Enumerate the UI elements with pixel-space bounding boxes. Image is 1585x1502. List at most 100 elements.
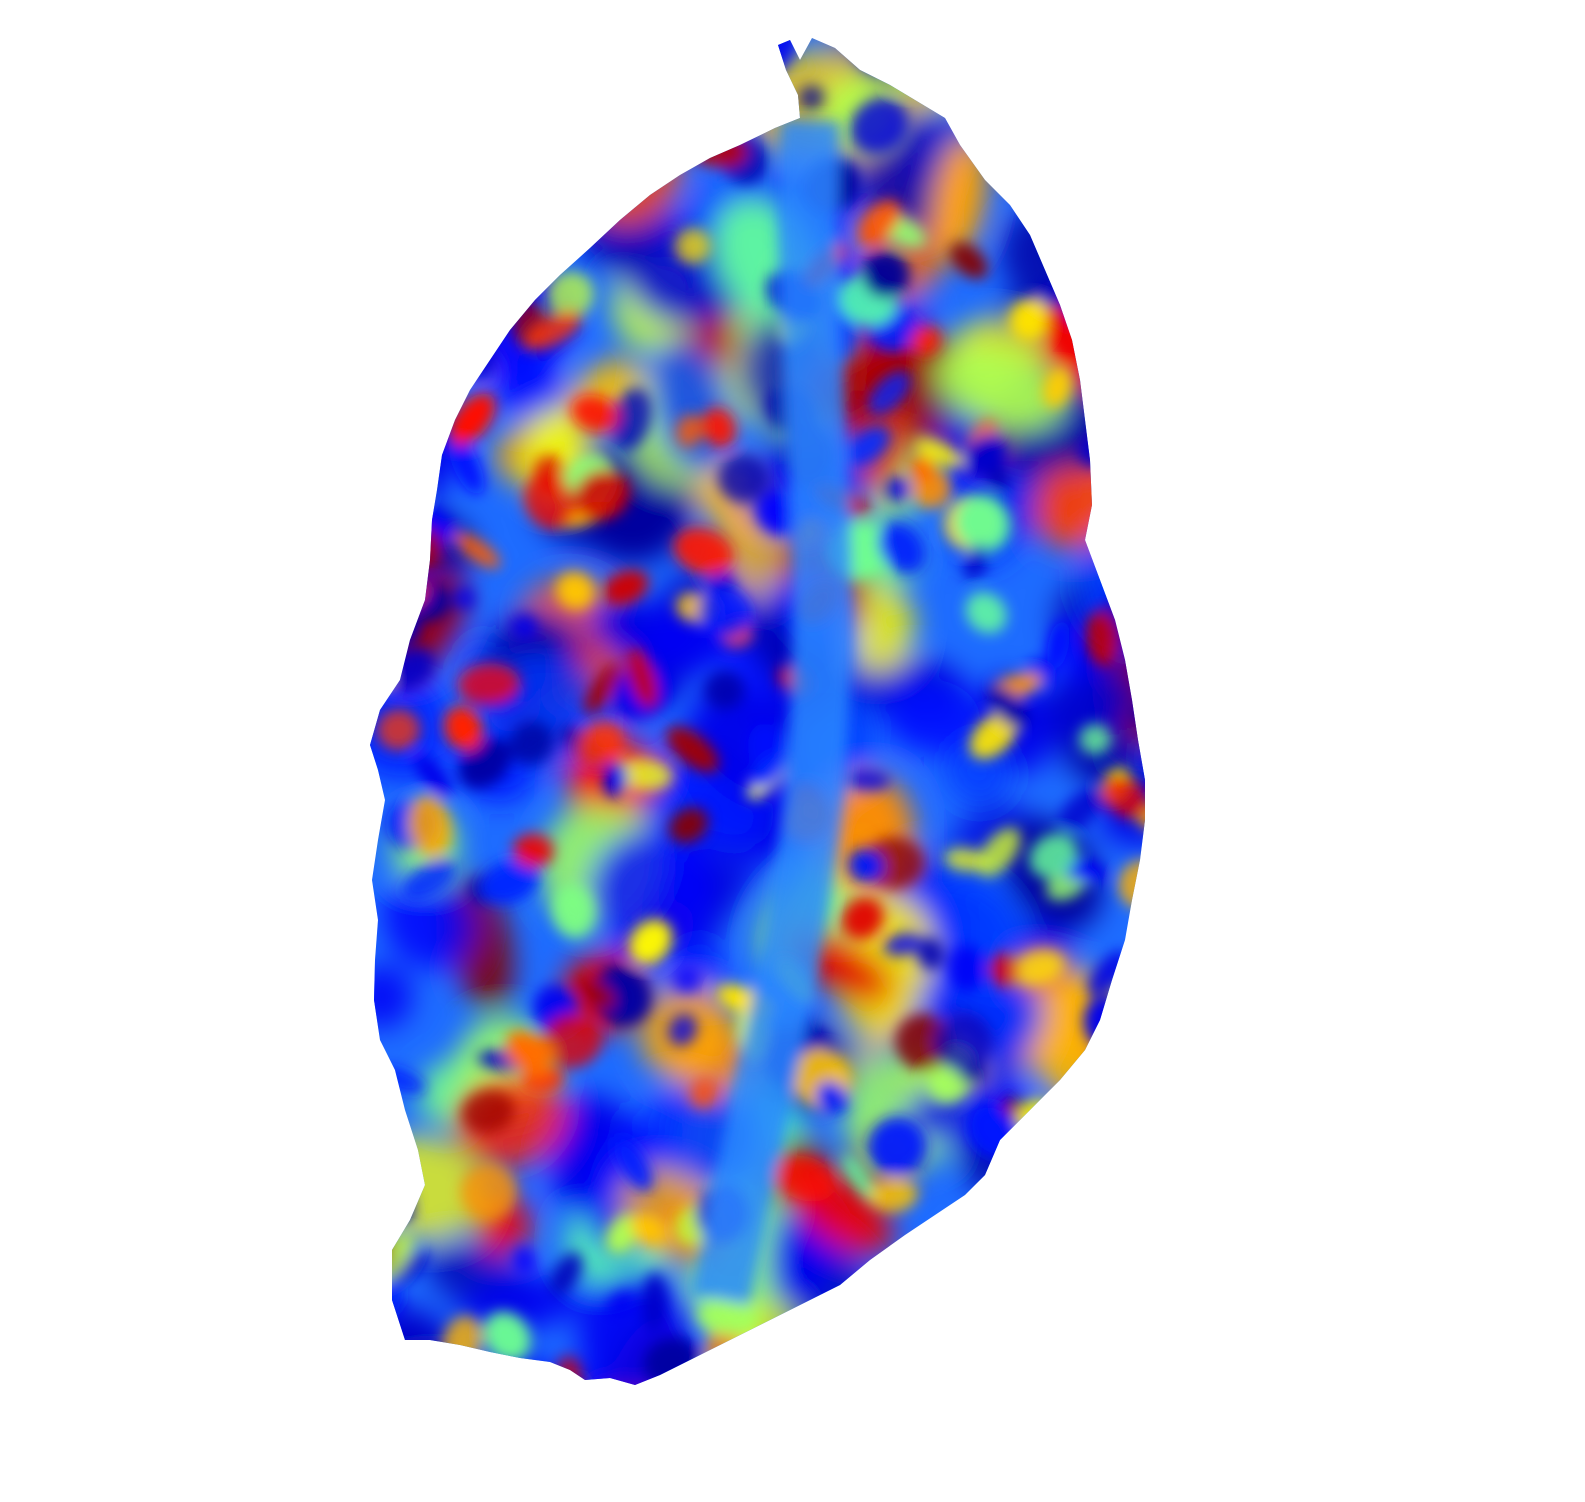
activation-patch (868, 1178, 918, 1213)
activation-patch (453, 586, 476, 611)
activation-patch (1078, 90, 1145, 183)
activation-patch (370, 92, 461, 216)
activation-patch (751, 754, 786, 790)
activation-patch (370, 318, 385, 347)
activation-patch (588, 828, 718, 959)
activation-patch (552, 884, 595, 938)
activation-patch (370, 223, 429, 315)
activation-patch (425, 288, 464, 337)
activation-patch (895, 1014, 951, 1071)
activation-patch (859, 200, 901, 245)
activation-patch (538, 82, 569, 108)
activation-patch (480, 860, 538, 905)
activation-patch (508, 721, 554, 765)
activation-patch (978, 1272, 1030, 1329)
activation-patch (630, 1213, 667, 1245)
activation-patch (513, 1245, 535, 1275)
activation-patch (1131, 702, 1145, 726)
activation-patch (910, 325, 942, 356)
activation-patch (370, 1350, 491, 1385)
activation-patch (705, 65, 764, 96)
activation-patch (370, 1217, 392, 1278)
activation-patch (591, 965, 652, 1027)
activation-patch (469, 100, 578, 178)
activation-patch (958, 1256, 1053, 1377)
activation-patch (674, 228, 711, 265)
activation-patch (574, 976, 615, 1009)
activation-patch (602, 761, 628, 798)
activation-patch (1032, 63, 1089, 176)
activation-patch (845, 770, 891, 791)
activation-patch (453, 531, 501, 569)
activation-patch (1074, 152, 1116, 185)
activation-patch (854, 38, 901, 71)
activation-patch (717, 454, 769, 503)
activation-patch (995, 1147, 1050, 1195)
activation-patch (370, 1288, 382, 1333)
activation-patch (1059, 789, 1101, 832)
activation-patch (1096, 328, 1145, 464)
activation-patch (698, 1298, 758, 1336)
activation-patch (374, 474, 418, 527)
activation-patch (574, 74, 644, 187)
activation-patch (1111, 502, 1145, 604)
activation-patch (402, 859, 456, 901)
activation-patch (470, 93, 497, 118)
activation-patch (370, 197, 484, 305)
activation-patch (448, 437, 484, 495)
activation-patch (1117, 1262, 1145, 1288)
activation-patch (954, 494, 1012, 553)
activation-patch (907, 1255, 955, 1312)
activation-patch (1094, 354, 1145, 415)
activation-patch (1078, 723, 1112, 755)
activation-patch (505, 1044, 550, 1078)
activation-patch (893, 1299, 942, 1350)
activation-patch (909, 455, 936, 484)
activation-patch (465, 46, 499, 80)
activation-patch (511, 614, 539, 640)
activation-patch (697, 586, 752, 639)
activation-patch (1127, 621, 1145, 665)
activation-patch (956, 38, 1020, 57)
activation-patch (959, 1243, 1022, 1329)
activation-patch (424, 69, 459, 111)
activation-patch (370, 964, 413, 1029)
activation-patch (702, 1358, 723, 1385)
activation-patch (922, 1335, 963, 1385)
activation-patch (376, 709, 421, 751)
activation-patch (659, 38, 746, 122)
activation-patch (370, 468, 407, 549)
activation-patch (550, 1252, 583, 1296)
activation-patch (1128, 315, 1145, 361)
activation-patch (408, 795, 452, 858)
activation-patch (460, 1163, 518, 1220)
activation-patch (1012, 949, 1065, 987)
activation-patch (936, 1254, 964, 1284)
activation-patch (1105, 385, 1145, 445)
activation-patch (434, 38, 563, 157)
activation-patch (1135, 1195, 1145, 1252)
activation-patch (370, 648, 392, 690)
activation-patch (702, 407, 736, 448)
activation-patch (1131, 595, 1145, 644)
activation-patch (1100, 1194, 1145, 1248)
activation-patch (965, 592, 1007, 634)
activation-patch (1042, 367, 1072, 408)
activation-patch (867, 370, 911, 416)
activation-patch (883, 679, 981, 756)
activation-patch (448, 393, 496, 446)
activation-patch (914, 438, 964, 468)
activation-patch (1047, 619, 1070, 671)
activation-patch (524, 310, 582, 351)
activation-patch (1086, 1182, 1113, 1207)
activation-patch (1106, 225, 1141, 277)
activation-patch (1085, 610, 1119, 667)
activation-patch (997, 155, 1045, 194)
activation-patch (690, 1077, 717, 1109)
activation-patch (1028, 833, 1078, 879)
activation-patch (611, 387, 652, 451)
activation-patch (1025, 38, 1087, 96)
activation-patch (1046, 305, 1083, 363)
